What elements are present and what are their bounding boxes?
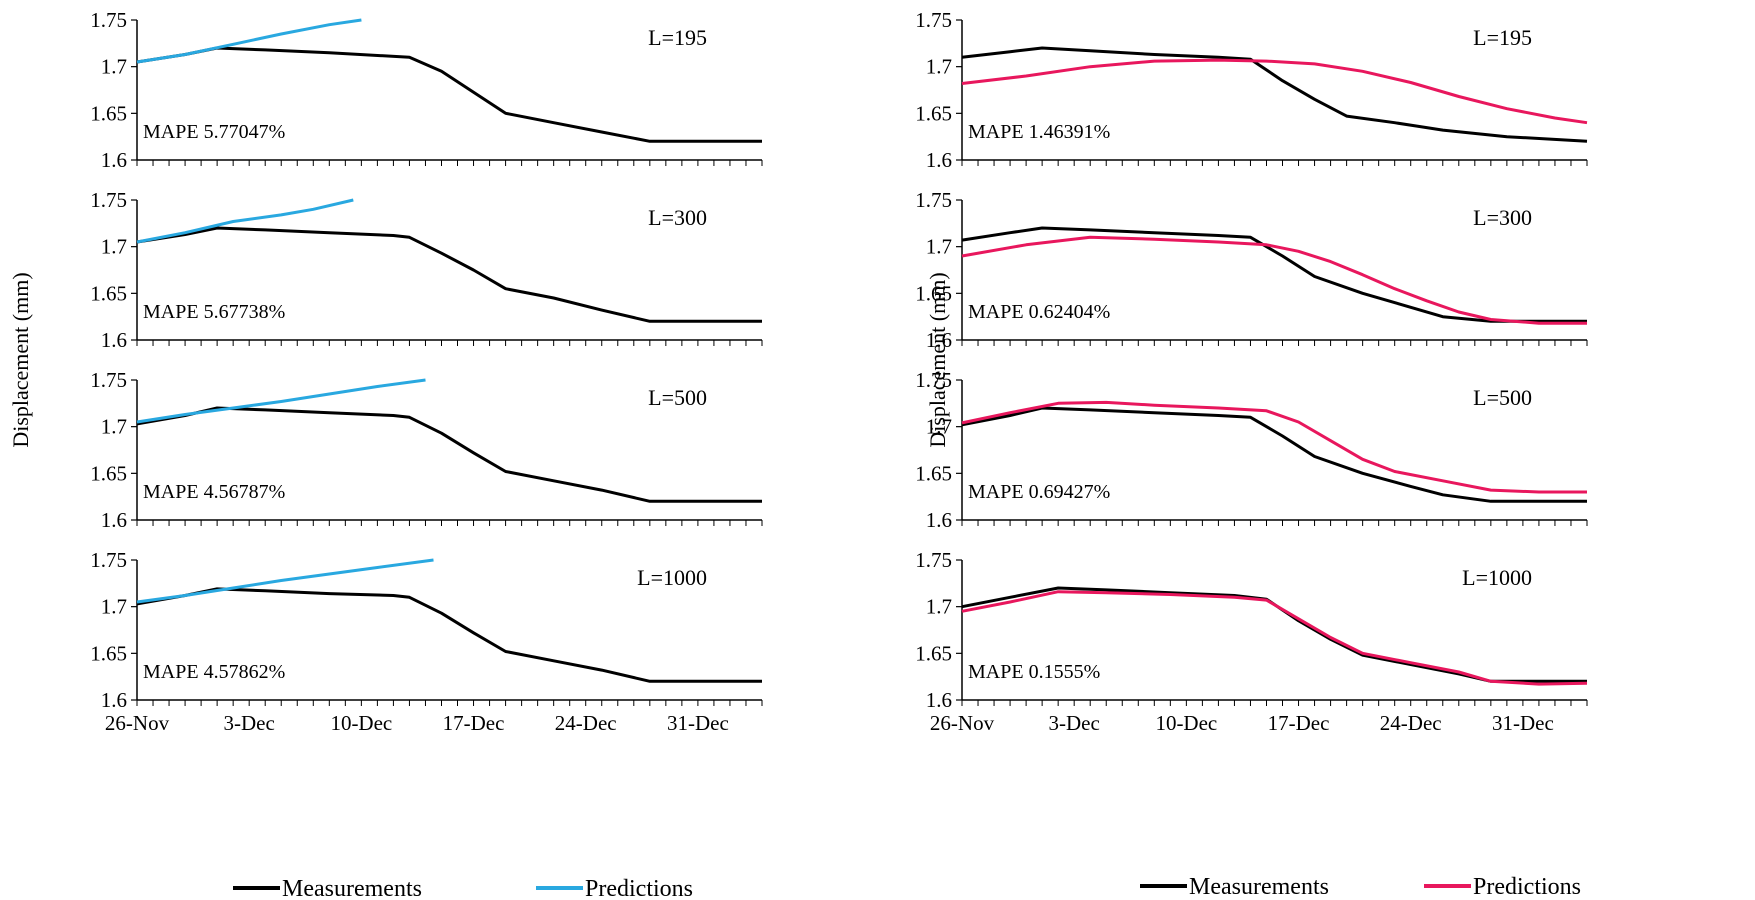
y-tick-label: 1.7 [101, 415, 127, 439]
x-tick-label: 31-Dec [1492, 711, 1554, 735]
y-tick-label: 1.75 [915, 188, 952, 212]
series-line-predictions [961, 58, 1588, 125]
mape-annotation: MAPE 4.57862% [143, 661, 285, 683]
x-tick-label: 17-Dec [1268, 711, 1330, 735]
y-tick-label: 1.65 [915, 641, 952, 665]
series-line-measurements [961, 406, 1587, 503]
x-tick-label: 3-Dec [1049, 711, 1100, 735]
y-tick-label: 1.75 [90, 8, 127, 32]
y-tick-label: 1.6 [101, 688, 127, 712]
y-tick-label: 1.7 [101, 595, 127, 619]
panel-label: L=1000 [637, 565, 707, 590]
mape-annotation: MAPE 4.56787% [143, 481, 285, 503]
panel-label: L=195 [1473, 25, 1532, 50]
y-tick-label: 1.75 [915, 368, 952, 392]
y-tick-label: 1.6 [926, 688, 952, 712]
y-tick-label: 1.75 [90, 188, 127, 212]
legend-left: Measurements Predictions [233, 876, 693, 900]
chart-panel-right-2: 1.75 1.7 1.65 1.6 L=300 MAPE 0.62404% [915, 188, 1588, 352]
series-line-predictions [961, 235, 1587, 325]
legend-predictions-label: Predictions [1473, 874, 1581, 900]
chart-panel-right-1: 1.75 1.7 1.65 1.6 L=195 MAPE 1.46391% [915, 8, 1588, 172]
y-tick-label: 1.6 [926, 508, 952, 532]
series-line-predictions [136, 18, 362, 64]
x-tick-label: 3-Dec [224, 711, 275, 735]
series-line-measurements [961, 46, 1588, 143]
y-tick-label: 1.75 [90, 548, 127, 572]
panel-label: L=500 [1473, 385, 1532, 410]
x-tick-label: 17-Dec [443, 711, 505, 735]
x-tick-label: 24-Dec [555, 711, 617, 735]
series-line-predictions [136, 198, 354, 244]
legend-right: Measurements Predictions [1140, 874, 1581, 900]
y-tick-label: 1.75 [90, 368, 127, 392]
x-tick-label: 31-Dec [667, 711, 729, 735]
series-line-measurements [136, 587, 762, 683]
x-tick-label: 26-Nov [105, 711, 170, 735]
y-tick-label: 1.7 [926, 595, 952, 619]
y-tick-label: 1.65 [90, 641, 127, 665]
y-tick-label: 1.75 [915, 8, 952, 32]
legend-measurements-label: Measurements [282, 876, 422, 900]
chart-panel-left-1: 1.75 1.7 1.65 1.6 L=195 MAPE 5.77047% [90, 8, 763, 172]
y-tick-label: 1.7 [101, 235, 127, 259]
y-tick-label: 1.6 [101, 148, 127, 172]
mape-annotation: MAPE 0.1555% [968, 661, 1100, 683]
y-tick-label: 1.7 [926, 415, 952, 439]
mape-annotation: MAPE 0.69427% [968, 481, 1110, 503]
panel-label: L=500 [648, 385, 707, 410]
series-line-predictions [136, 378, 426, 424]
y-tick-label: 1.6 [926, 328, 952, 352]
chart-panel-right-3: 1.75 1.7 1.65 1.6 L=500 MAPE 0.69427% [915, 368, 1588, 532]
y-tick-label: 1.75 [915, 548, 952, 572]
x-tick-label: 10-Dec [1155, 711, 1217, 735]
chart-panel-left-2: 1.75 1.7 1.65 1.6 L=300 MAPE 5.67738% [90, 188, 763, 352]
mape-annotation: MAPE 0.62404% [968, 301, 1110, 323]
y-tick-label: 1.6 [101, 328, 127, 352]
x-tick-label: 10-Dec [330, 711, 392, 735]
y-tick-label: 1.7 [926, 55, 952, 79]
y-axis-label-left: Displacement (mm) [8, 272, 33, 447]
y-tick-label: 1.65 [915, 101, 952, 125]
y-tick-label: 1.65 [915, 461, 952, 485]
chart-panel-left-4: 1.75 1.7 1.65 1.626-Nov 3-Dec 10-Dec 17-Dec 24-… [90, 548, 763, 735]
series-line-predictions [136, 558, 434, 604]
y-tick-label: 1.7 [926, 235, 952, 259]
legend-measurements-label: Measurements [1189, 874, 1329, 900]
series-line-measurements [136, 226, 762, 323]
y-tick-label: 1.65 [915, 281, 952, 305]
y-tick-label: 1.6 [101, 508, 127, 532]
y-tick-label: 1.6 [926, 148, 952, 172]
panel-label: L=300 [648, 205, 707, 230]
series-line-predictions [961, 400, 1587, 494]
panel-label: L=300 [1473, 205, 1532, 230]
y-tick-label: 1.65 [90, 461, 127, 485]
mape-annotation: MAPE 1.46391% [968, 121, 1110, 143]
y-axis-label-right: Displacement (mm) [925, 272, 950, 447]
legend-predictions-label: Predictions [585, 876, 693, 900]
y-tick-label: 1.7 [101, 55, 127, 79]
panel-label: L=1000 [1462, 565, 1532, 590]
mape-annotation: MAPE 5.67738% [143, 301, 285, 323]
panel-label: L=195 [648, 25, 707, 50]
mape-annotation: MAPE 5.77047% [143, 121, 285, 143]
series-line-predictions [961, 590, 1588, 686]
chart-panel-right-4: 1.75 1.7 1.65 1.626-Nov 3-Dec 10-Dec 17-Dec 24-… [915, 548, 1588, 735]
x-tick-label: 26-Nov [930, 711, 995, 735]
y-tick-label: 1.65 [90, 101, 127, 125]
x-tick-label: 24-Dec [1380, 711, 1442, 735]
series-line-measurements [961, 226, 1587, 323]
y-tick-label: 1.65 [90, 281, 127, 305]
chart-panel-left-3: 1.75 1.7 1.65 1.6 L=500 MAPE 4.56787% [90, 368, 763, 532]
